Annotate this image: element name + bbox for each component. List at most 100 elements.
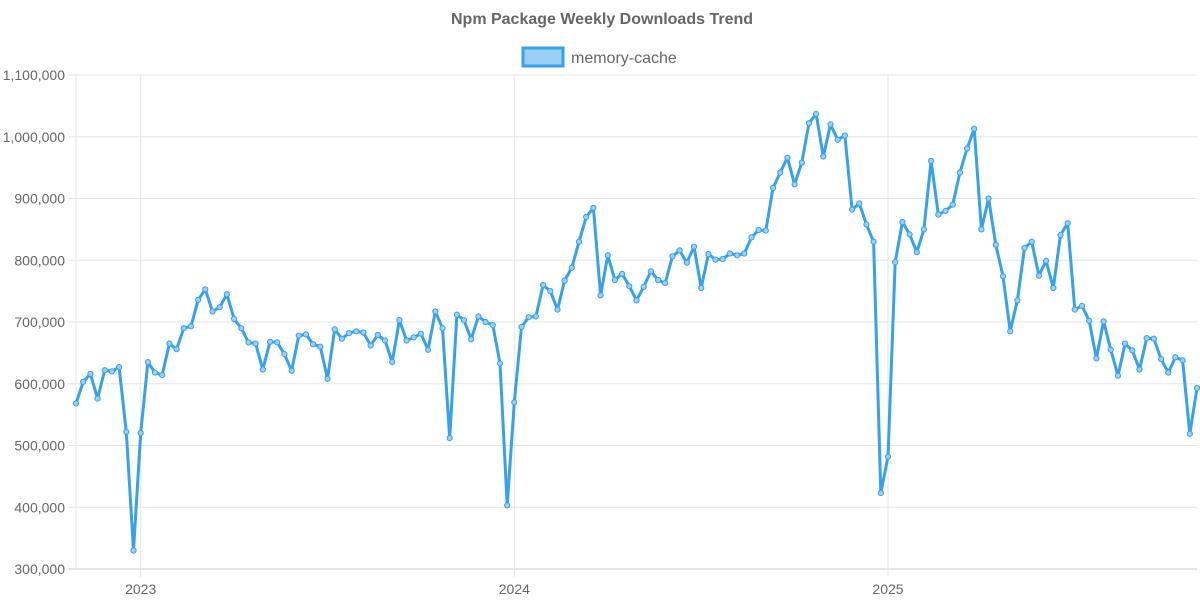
data-point[interactable] — [561, 277, 568, 284]
data-point[interactable] — [755, 226, 762, 234]
data-point[interactable] — [432, 308, 439, 315]
data-point[interactable] — [619, 270, 626, 277]
data-point[interactable] — [1158, 356, 1165, 363]
data-point[interactable] — [698, 284, 705, 292]
data-point[interactable] — [870, 238, 877, 245]
data-point[interactable] — [841, 132, 849, 139]
data-point[interactable] — [1136, 366, 1143, 373]
data-point[interactable] — [1114, 372, 1122, 379]
data-point[interactable] — [1143, 335, 1150, 342]
data-point[interactable] — [403, 337, 410, 344]
data-point[interactable] — [209, 308, 216, 315]
data-point[interactable] — [518, 323, 525, 330]
data-point[interactable] — [302, 331, 309, 338]
data-point[interactable] — [568, 264, 575, 271]
data-point[interactable] — [877, 489, 884, 497]
data-point[interactable] — [180, 325, 187, 332]
data-point[interactable] — [144, 359, 151, 366]
data-point[interactable] — [734, 252, 741, 259]
data-point[interactable] — [439, 325, 446, 332]
data-point[interactable] — [590, 204, 597, 211]
data-point[interactable] — [288, 367, 295, 374]
data-point[interactable] — [906, 231, 913, 238]
data-point[interactable] — [712, 256, 719, 263]
data-point[interactable] — [475, 313, 482, 320]
data-point[interactable] — [94, 395, 101, 402]
data-point[interactable] — [446, 435, 453, 442]
data-point[interactable] — [338, 335, 345, 342]
data-point[interactable] — [72, 400, 80, 407]
data-point[interactable] — [101, 367, 108, 374]
data-point[interactable] — [1043, 257, 1050, 264]
data-point[interactable] — [863, 221, 870, 228]
data-point[interactable] — [827, 121, 834, 128]
data-point[interactable] — [640, 283, 647, 290]
data-point[interactable] — [777, 169, 784, 176]
data-point[interactable] — [80, 378, 87, 385]
data-point[interactable] — [978, 226, 985, 233]
data-point[interactable] — [683, 259, 690, 266]
data-point[interactable] — [1193, 385, 1200, 392]
data-point[interactable] — [1086, 317, 1093, 324]
data-point[interactable] — [856, 200, 863, 207]
data-point[interactable] — [360, 329, 367, 336]
data-point[interactable] — [1165, 369, 1172, 376]
data-point[interactable] — [1007, 328, 1014, 335]
data-point[interactable] — [992, 241, 999, 248]
data-point[interactable] — [460, 317, 468, 324]
data-point[interactable] — [1179, 357, 1186, 364]
data-point[interactable] — [762, 227, 769, 234]
data-point[interactable] — [964, 145, 971, 152]
data-point[interactable] — [849, 206, 856, 213]
data-point[interactable] — [676, 247, 683, 254]
data-point[interactable] — [1172, 354, 1179, 361]
data-point[interactable] — [266, 338, 274, 345]
data-point[interactable] — [151, 369, 159, 376]
data-point[interactable] — [324, 375, 331, 382]
data-point[interactable] — [417, 330, 424, 337]
data-point[interactable] — [655, 276, 662, 284]
data-point[interactable] — [820, 153, 827, 160]
data-point[interactable] — [504, 502, 511, 509]
data-point[interactable] — [281, 351, 288, 358]
data-point[interactable] — [1129, 347, 1136, 354]
data-point[interactable] — [669, 253, 676, 260]
data-point[interactable] — [597, 292, 604, 299]
data-point[interactable] — [511, 399, 518, 406]
data-point[interactable] — [935, 211, 942, 218]
data-point[interactable] — [705, 251, 712, 258]
data-point[interactable] — [453, 311, 460, 318]
data-point[interactable] — [410, 334, 417, 341]
data-point[interactable] — [259, 366, 266, 373]
data-point[interactable] — [532, 313, 540, 320]
data-point[interactable] — [238, 325, 245, 332]
data-point[interactable] — [834, 136, 841, 143]
data-point[interactable] — [899, 218, 906, 226]
data-point[interactable] — [949, 201, 956, 208]
data-point[interactable] — [173, 346, 180, 353]
data-point[interactable] — [956, 169, 964, 176]
data-point[interactable] — [389, 359, 396, 366]
data-point[interactable] — [274, 339, 281, 346]
data-point[interactable] — [123, 428, 130, 435]
data-point[interactable] — [245, 339, 252, 346]
data-point[interactable] — [108, 368, 116, 375]
data-point[interactable] — [1107, 346, 1114, 353]
data-point[interactable] — [381, 337, 389, 344]
data-point[interactable] — [231, 315, 238, 322]
data-point[interactable] — [216, 304, 223, 311]
data-point[interactable] — [137, 430, 144, 437]
data-point[interactable] — [540, 281, 547, 289]
data-point[interactable] — [353, 328, 360, 335]
data-point[interactable] — [604, 252, 611, 259]
data-point[interactable] — [166, 340, 173, 347]
data-point[interactable] — [87, 370, 94, 377]
data-point[interactable] — [489, 322, 496, 329]
data-point[interactable] — [784, 154, 791, 161]
data-point[interactable] — [223, 291, 230, 298]
data-point[interactable] — [884, 453, 892, 460]
data-point[interactable] — [1100, 318, 1107, 325]
data-point[interactable] — [913, 249, 920, 256]
data-point[interactable] — [892, 259, 899, 266]
data-point[interactable] — [626, 283, 633, 290]
